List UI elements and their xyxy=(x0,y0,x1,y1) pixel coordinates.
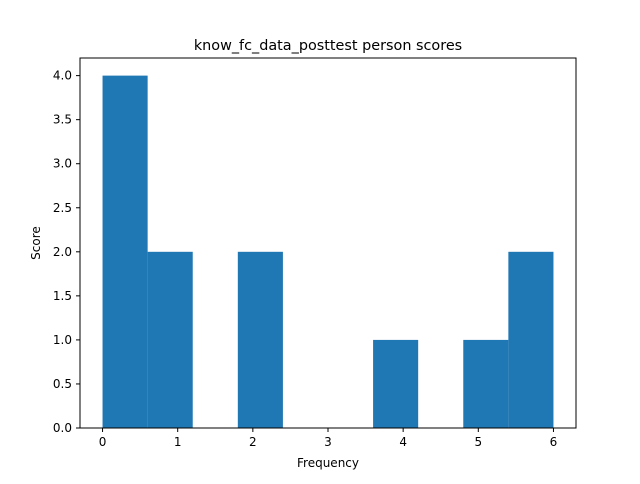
histogram-bar xyxy=(237,251,283,428)
x-tick-label: 2 xyxy=(249,435,257,449)
y-tick-label: 0.0 xyxy=(53,421,72,435)
x-axis-label: Frequency xyxy=(297,456,359,470)
x-tick-label: 1 xyxy=(174,435,182,449)
bars-group xyxy=(102,75,554,428)
histogram-bar xyxy=(373,339,419,428)
y-axis-ticks: 0.0 0.5 1.0 1.5 2.0 2.5 3.0 3.5 4.0 xyxy=(53,69,80,435)
x-axis-ticks: 0 1 2 3 4 5 6 xyxy=(99,428,558,449)
y-tick-label: 4.0 xyxy=(53,69,72,83)
x-tick-label: 0 xyxy=(99,435,107,449)
y-tick-label: 1.5 xyxy=(53,289,72,303)
y-tick-label: 3.0 xyxy=(53,157,72,171)
histogram-bar xyxy=(463,339,509,428)
y-tick-label: 2.0 xyxy=(53,245,72,259)
plot-frame xyxy=(79,57,577,429)
y-tick-label: 3.5 xyxy=(53,113,72,127)
histogram-bar xyxy=(147,251,193,428)
histogram-bar xyxy=(102,75,148,428)
y-tick-label: 1.0 xyxy=(53,333,72,347)
y-tick-label: 2.5 xyxy=(53,201,72,215)
x-tick-label: 3 xyxy=(324,435,332,449)
chart-title: know_fc_data_posttest person scores xyxy=(194,38,462,54)
y-tick-label: 0.5 xyxy=(53,377,72,391)
x-tick-label: 4 xyxy=(399,435,407,449)
x-tick-label: 5 xyxy=(474,435,482,449)
histogram-bar xyxy=(508,251,554,428)
y-axis-label: Score xyxy=(29,226,43,260)
x-tick-label: 6 xyxy=(550,435,558,449)
